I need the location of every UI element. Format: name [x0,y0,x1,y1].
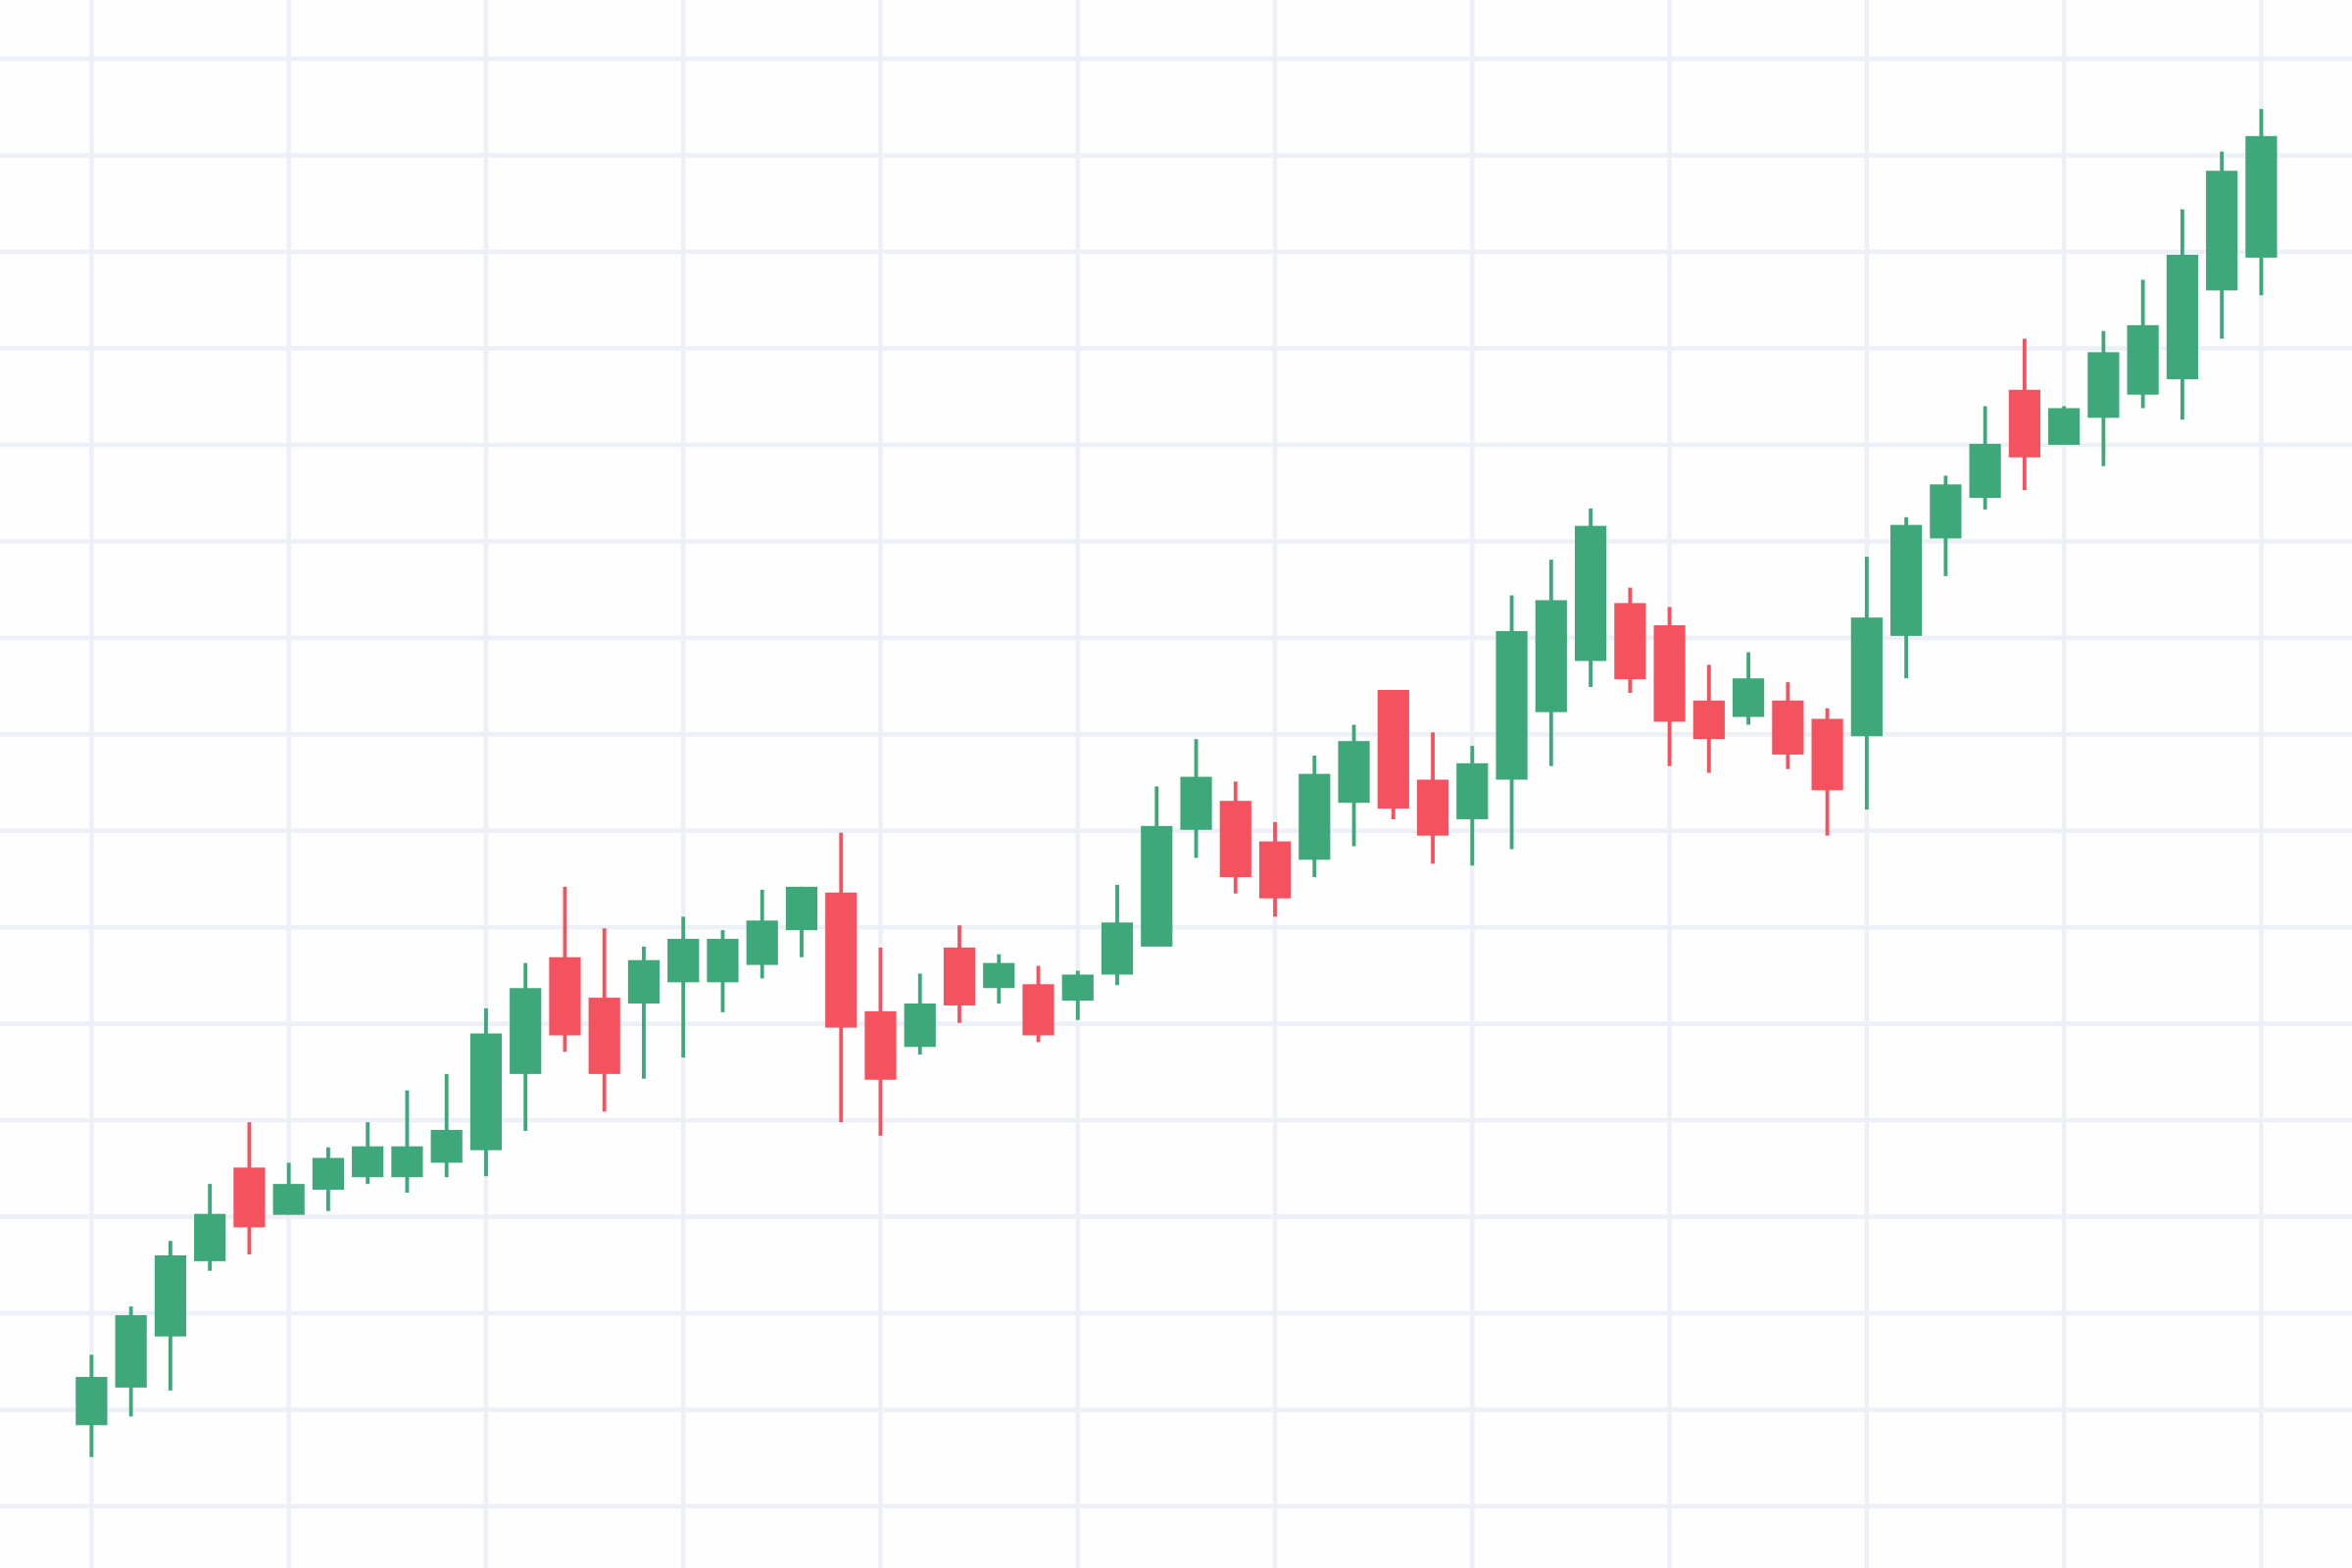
candle-body [430,1129,463,1163]
candle-body [2206,171,2238,291]
candle-body [864,1010,897,1080]
candle-body [1101,922,1134,975]
candle-body [2048,408,2081,445]
candle-body [75,1377,108,1426]
candle-body [510,988,542,1074]
candle-body [154,1254,187,1337]
candle-body [194,1213,226,1261]
candle-body [1495,630,1528,780]
candle-body [391,1146,423,1178]
candle-body [1338,741,1370,804]
candle-body [1535,600,1567,712]
candle-body [352,1146,384,1178]
candle-body [1890,524,1923,636]
candle-body [785,886,818,931]
candle-body [707,939,739,983]
candle-body [1969,443,2001,499]
candle-body [983,962,1015,989]
candle-body [2008,389,2040,458]
candle-body [1022,984,1054,1036]
candle-body [2245,135,2278,258]
candle-body [627,959,661,1004]
candle-body [1416,779,1449,836]
candle-body [1180,776,1212,830]
candle-body [2166,254,2199,379]
candle-body [233,1167,266,1228]
candle-body [1732,678,1765,717]
candle-body [549,956,581,1036]
candle-body [2127,324,2159,395]
candle-body [1456,762,1489,819]
candle-body [1811,718,1843,791]
candle-body [1377,690,1409,809]
candle-body [588,998,620,1074]
candle-body [943,947,976,1005]
candle-body [746,920,778,965]
candle-body [1850,617,1883,737]
candle-body [312,1157,345,1191]
candle-body [2087,352,2120,418]
candle-body [667,939,700,983]
candle-body [825,892,858,1028]
candle-body [1141,825,1173,947]
candle-body [1298,773,1331,860]
candle-body [1930,484,1962,539]
candle-body [1692,700,1725,740]
candle-body [1574,525,1607,662]
candle-body [904,1004,936,1048]
candle-body [1614,603,1646,680]
candle-body [272,1184,305,1215]
candle-body [115,1315,147,1388]
candle-body [469,1033,503,1151]
candle-body [1772,700,1804,755]
candle-body [1653,625,1686,722]
candle-body [1061,974,1094,1002]
candle-body [1219,801,1251,878]
candle-body [1258,841,1292,899]
